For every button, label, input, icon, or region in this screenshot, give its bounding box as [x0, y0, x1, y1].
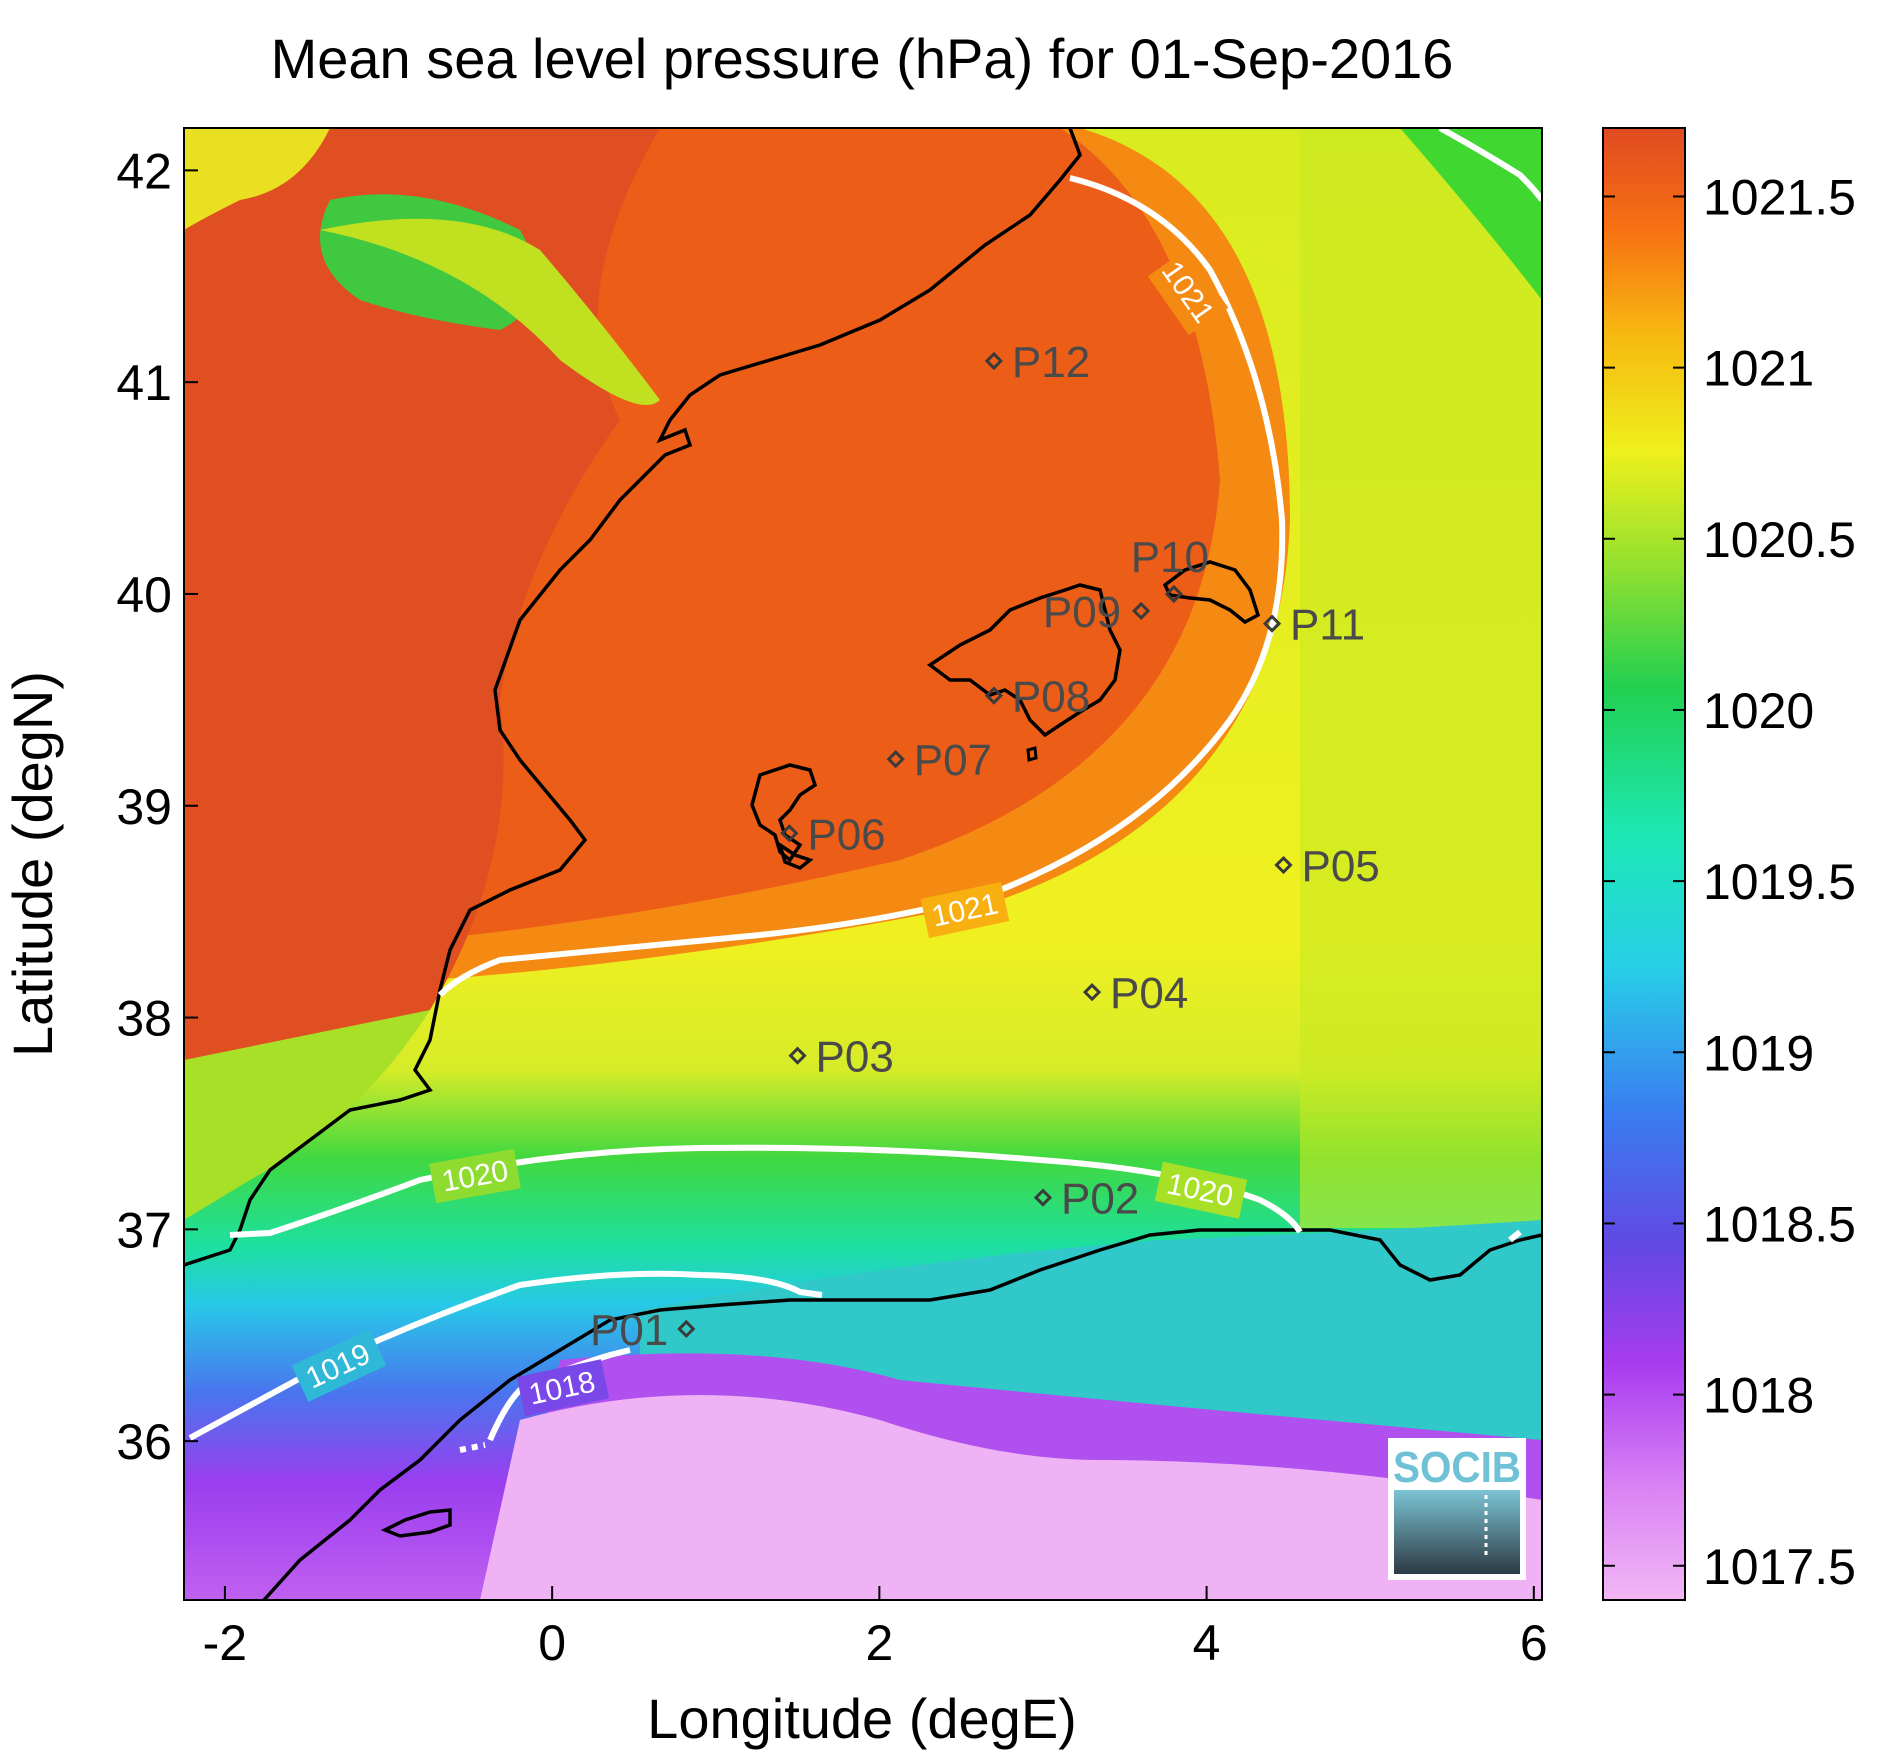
station-p01: P01	[590, 1306, 696, 1355]
y-tick-label: 37	[116, 1202, 172, 1258]
station-marker-icon	[1274, 855, 1293, 875]
y-tick-label: 39	[116, 779, 172, 835]
map-panel: 1021 1021 1020 1020 1019 1018 P01P02P03P…	[184, 128, 1542, 1600]
station-p04: P04	[1082, 969, 1188, 1018]
station-p10: P10	[1131, 533, 1209, 604]
station-marker-icon	[780, 824, 799, 843]
station-marker-icon	[677, 1319, 696, 1339]
station-label: P12	[1012, 338, 1090, 387]
y-tick-label: 38	[116, 991, 172, 1047]
island-alboran	[380, 1508, 452, 1538]
contour-label-bg-1021-a	[1147, 248, 1229, 336]
station-label: P06	[807, 810, 885, 859]
station-p07: P07	[886, 736, 992, 785]
station-p09: P09	[1043, 588, 1151, 637]
map-frame	[183, 127, 1543, 1601]
island-menorca	[1162, 560, 1261, 625]
x-tick-label: 0	[538, 1615, 566, 1671]
y-tick-label: 42	[116, 143, 172, 199]
contour-line-1021	[437, 175, 1286, 998]
islet-cabrera	[1026, 746, 1038, 762]
y-axis: 36 37 38 39 40 41 42	[116, 143, 198, 1470]
station-marker-icon	[1262, 614, 1282, 633]
contour-label-bg-1020-a	[429, 1148, 521, 1204]
station-p12: P12	[984, 338, 1090, 387]
colorbar-tick-label: 1018.5	[1703, 1196, 1856, 1252]
station-label: P11	[1290, 601, 1365, 650]
contour-label-bg-1021-b	[920, 881, 1010, 939]
station-p06: P06	[780, 810, 886, 859]
station-p08: P08	[984, 673, 1090, 722]
high-pressure-land	[184, 128, 660, 1080]
pressure-field-northeast-green	[1400, 128, 1542, 300]
station-marker-icon	[1082, 983, 1102, 1002]
station-marker-icon	[1132, 601, 1151, 621]
contour-line-1021-northeast	[1438, 128, 1542, 202]
south-land-pink	[480, 1395, 1542, 1600]
colorbar-tick-label: 1020.5	[1703, 512, 1856, 568]
x-tick-label: 2	[865, 1615, 893, 1671]
station-label: P09	[1043, 588, 1121, 637]
x-tick-label: -2	[203, 1615, 247, 1671]
y-tick-label: 36	[116, 1414, 172, 1470]
x-axis-label: Longitude (degE)	[647, 1687, 1077, 1750]
coastline-africa	[262, 1228, 1542, 1600]
station-p03: P03	[788, 1033, 894, 1082]
station-p05: P05	[1274, 842, 1380, 891]
station-label: P07	[914, 736, 992, 785]
contour-label-bg-1020-b	[1154, 1161, 1248, 1219]
station-label: P08	[1012, 673, 1090, 722]
station-marker-icon	[984, 351, 1004, 371]
island-formentera	[776, 840, 814, 871]
station-label: P03	[816, 1033, 894, 1082]
station-marker-icon	[984, 686, 1004, 705]
station-label: P05	[1301, 842, 1379, 891]
island-mallorca	[926, 583, 1122, 738]
y-axis-label: Latitude (degN)	[1, 671, 64, 1057]
station-label: P01	[590, 1306, 668, 1355]
contour-line-1020-east	[1508, 1229, 1522, 1243]
colorbar-tick-label: 1019.5	[1703, 854, 1856, 910]
station-label: P02	[1061, 1175, 1139, 1224]
x-tick-label: 6	[1520, 1615, 1548, 1671]
colorbar-tick-label: 1017.5	[1703, 1539, 1856, 1595]
colorbar-tick-label: 1018	[1703, 1368, 1814, 1424]
station-label: P10	[1131, 533, 1209, 582]
socib-logo-text: SOCIB	[1393, 1443, 1521, 1492]
station-label: P04	[1110, 969, 1188, 1018]
land-yellow-patch	[184, 128, 330, 230]
station-marker-icon	[1033, 1188, 1053, 1207]
contour-line-1018-west	[459, 1442, 486, 1453]
contour-label-bg-1018	[516, 1359, 610, 1417]
station-marker-icon	[886, 750, 905, 769]
colorbar	[1602, 127, 1686, 1601]
colorbar-tick-label: 1021.5	[1703, 169, 1856, 225]
contour-label-bg-1019	[291, 1329, 387, 1402]
station-p11: P11	[1262, 601, 1365, 650]
y-tick-label: 41	[116, 355, 172, 411]
x-axis: -2 0 2 4 6	[203, 1586, 1548, 1671]
coastline-iberia	[184, 128, 1082, 1267]
x-tick-label: 4	[1193, 1615, 1221, 1671]
colorbar-tick-label: 1020	[1703, 683, 1814, 739]
colorbar-tick-label: 1019	[1703, 1025, 1814, 1081]
pressure-field-east	[1300, 128, 1542, 1228]
station-marker-icon	[1164, 584, 1183, 604]
land-green-south	[184, 1010, 430, 1220]
colorbar-tick-label: 1021	[1703, 341, 1814, 397]
socib-logo: SOCIB	[1388, 1438, 1526, 1580]
figure-title: Mean sea level pressure (hPa) for 01-Sep…	[271, 27, 1454, 90]
land-yellow-ridge	[320, 218, 660, 405]
y-tick-label: 40	[116, 567, 172, 623]
station-marker-icon	[788, 1046, 807, 1065]
station-p02: P02	[1033, 1175, 1139, 1224]
contour-line-1019	[188, 1270, 823, 1441]
colorbar-ticks: 1017.5 1018 1018.5 1019 1019.5 1020 1020.5 1021…	[1603, 169, 1856, 1595]
